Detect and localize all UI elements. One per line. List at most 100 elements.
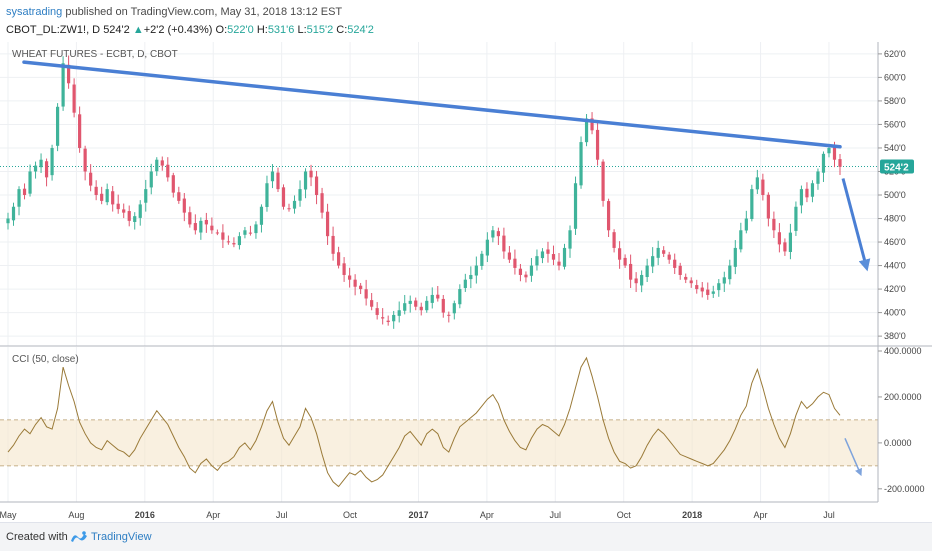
candle-body [629,263,633,280]
candle-body [601,161,605,201]
candle-body [832,145,837,160]
chart-header: sysatrading published on TradingView.com… [0,0,932,42]
cci-pane-title: CCI (50, close) [12,354,79,365]
candle-body [651,256,655,267]
candle-body [403,303,407,311]
candle-body [618,248,622,260]
candle-body [100,193,104,201]
candle-body [22,188,27,195]
candle-body [61,63,65,107]
close-value: 524'2 [347,24,374,36]
candle-body [138,204,142,218]
close-label: C: [336,24,348,36]
chart-area[interactable]: 380'0400'0420'0440'0460'0480'0500'0520'0… [0,42,932,522]
cci-tick-label: 400.0000 [884,346,922,356]
candle-body [717,283,721,291]
candle-body [447,314,451,316]
candle-body [557,261,561,266]
price-change: +2'2 (+0.43%) [143,24,213,36]
candle-body [452,303,456,314]
candle-body [474,265,478,276]
candle-body [94,186,98,195]
candle-body [320,193,324,213]
candle-body [331,235,335,254]
time-tick-label: Aug [68,510,84,520]
candle-body [507,252,512,260]
candle-body [766,194,770,219]
last-price-tag-text: 524'2 [884,162,909,173]
candle-body [149,171,153,188]
time-tick-label: May [0,510,17,520]
cci-tick-label: 0.0000 [884,438,912,448]
candle-body [116,203,120,210]
candle-body [744,218,748,231]
candle-body [182,198,186,213]
published-text: published on TradingView.com, May 31, 20… [65,6,343,18]
candle-body [750,189,754,220]
candle-body [248,232,253,234]
candle-body [166,164,170,178]
symbol-quote: CBOT_DL:ZW1!, D 524'2 ▲+2'2 (+0.43%) O:5… [6,24,374,36]
candle-body [39,159,43,168]
price-tick-label: 440'0 [884,261,906,271]
candle-body [144,189,148,203]
time-axis[interactable]: May Aug 2016 Apr Jul Oct 2017 Apr Jul Oct 2018 Apr J… [0,510,835,520]
candle-body [122,209,126,213]
candle-body [6,218,10,224]
candle-body [755,177,759,190]
candle-body [221,232,225,240]
cci-tick-label: 200.0000 [884,392,922,402]
candle-body [78,114,82,148]
candle-body [237,236,242,246]
cci-axis[interactable]: 400.0000 200.0000 0.0000 -200.0000 [878,346,925,494]
price-axis[interactable]: 380'0400'0420'0440'0460'0480'0500'0520'0… [878,49,906,341]
time-tick-label: Apr [480,510,494,520]
tradingview-brand-link[interactable]: TradingView [91,531,152,543]
time-tick-label: Jul [276,510,288,520]
candle-body [827,147,831,154]
author-link[interactable]: sysatrading [6,6,63,18]
candle-body [314,176,319,195]
candle-body [821,153,826,173]
candle-body [276,172,280,190]
candle-body [733,247,737,267]
candle-body [689,280,693,284]
candle-body [535,256,539,266]
up-arrow-icon: ▲ [132,24,144,36]
candle-body [287,208,291,210]
candle-body [667,254,671,260]
candle-body [491,230,495,238]
price-tick-label: 580'0 [884,96,906,106]
candle-body [243,230,247,235]
candle-body [188,212,192,225]
cci-tick-label: -200.0000 [884,484,925,494]
candle-body [17,189,21,207]
candle-body [485,239,489,256]
candle-body [612,232,616,248]
candle-body [463,279,467,288]
candle-body [640,274,644,286]
candle-body [133,216,137,222]
candle-body [584,118,589,143]
time-tick-label: 2018 [682,510,702,520]
forecast-arrow[interactable] [841,178,871,272]
candle-body [568,230,572,249]
candle-body [375,308,379,315]
candle-body [496,231,500,237]
candle-body [348,275,352,280]
candle-body [232,243,236,245]
candle-body [50,147,54,176]
candle-body [72,84,76,113]
tradingview-logo-icon[interactable] [70,530,88,544]
candle-body [645,265,649,278]
candle-body [573,183,578,229]
candle-body [33,165,38,172]
candle-body [67,64,71,84]
trendline[interactable] [22,60,842,149]
candle-body [799,189,804,206]
candle-body [281,187,286,207]
cci-forecast-arrow[interactable] [844,437,862,477]
time-tick-label: Apr [754,510,768,520]
candle-body [127,211,131,221]
price-pane-title: WHEAT FUTURES - ECBT, D, CBOT [12,49,178,60]
